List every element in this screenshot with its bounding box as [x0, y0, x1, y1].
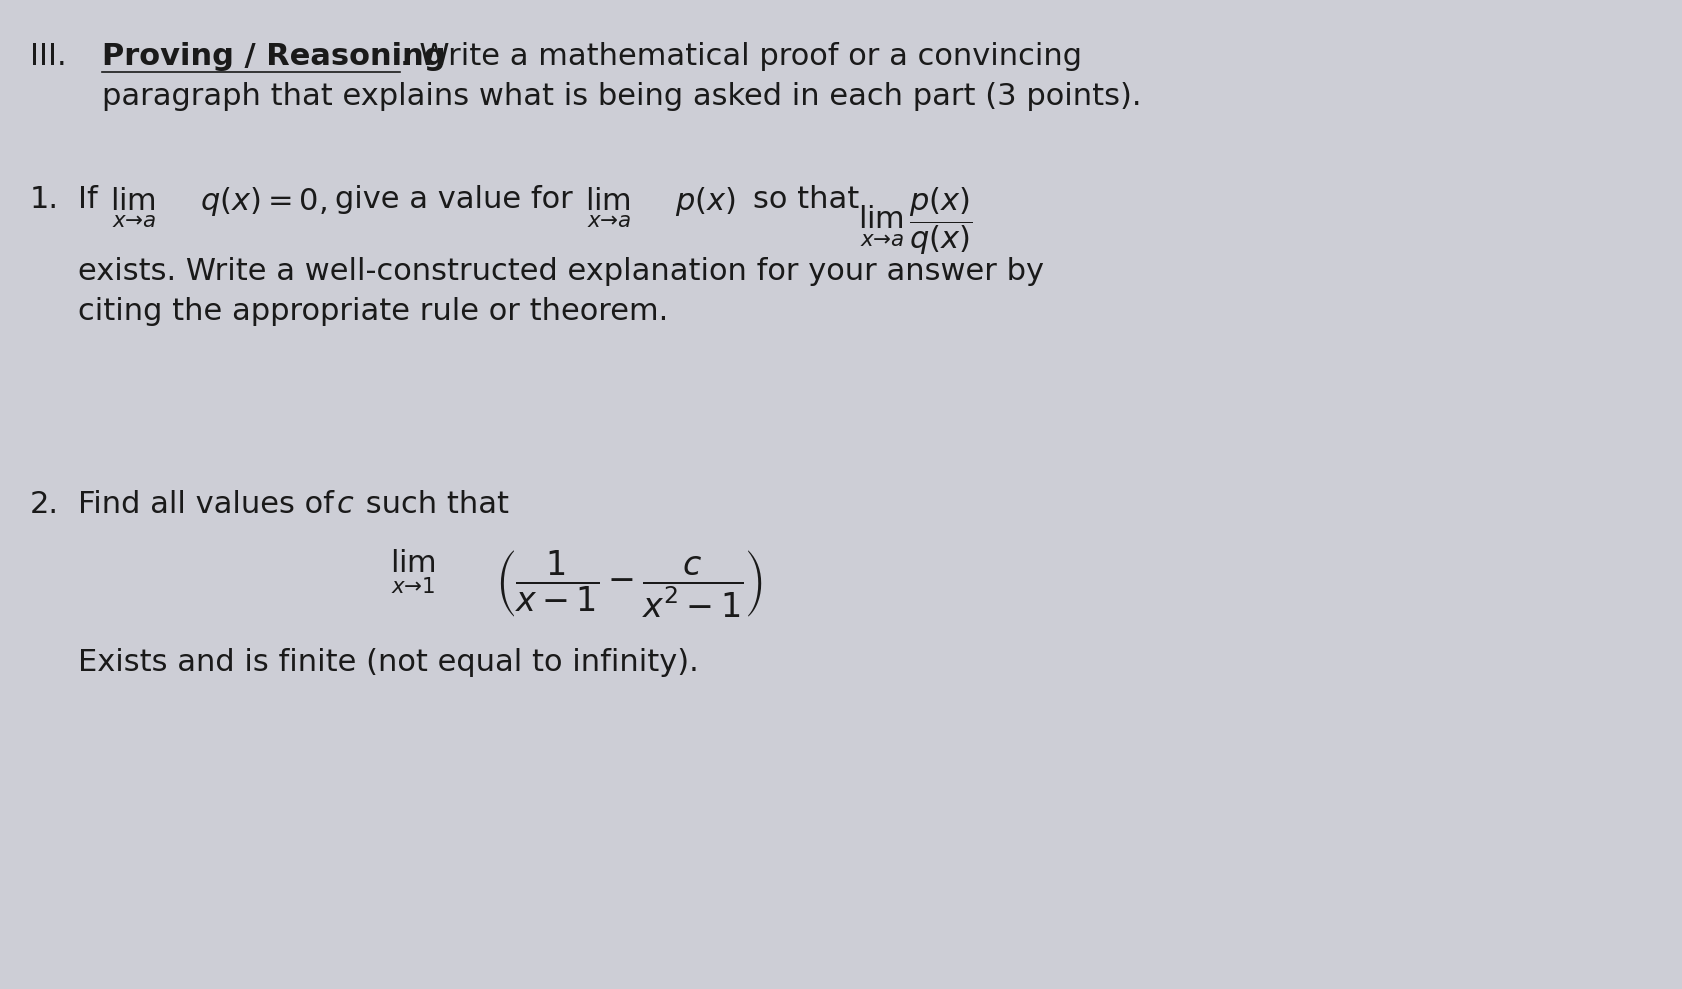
Text: so that: so that	[752, 185, 860, 214]
Text: . Write a mathematical proof or a convincing: . Write a mathematical proof or a convin…	[400, 42, 1082, 71]
Text: $\lim_{x \to a}\,\dfrac{p(x)}{q(x)}$: $\lim_{x \to a}\,\dfrac{p(x)}{q(x)}$	[858, 185, 972, 256]
Text: such that: such that	[357, 490, 508, 519]
Text: If: If	[77, 185, 108, 214]
Text: Proving / Reasoning: Proving / Reasoning	[103, 42, 446, 71]
Text: exists. Write a well-constructed explanation for your answer by: exists. Write a well-constructed explana…	[77, 257, 1043, 286]
Text: $\left(\dfrac{1}{x-1} - \dfrac{c}{x^2-1}\right)$: $\left(\dfrac{1}{x-1} - \dfrac{c}{x^2-1}…	[495, 548, 762, 619]
Text: Find all values of: Find all values of	[77, 490, 343, 519]
Text: $\lim_{x \to a}$: $\lim_{x \to a}$	[585, 185, 631, 229]
Text: $c$: $c$	[336, 490, 355, 519]
Text: 1.: 1.	[30, 185, 59, 214]
Text: paragraph that explains what is being asked in each part (3 points).: paragraph that explains what is being as…	[103, 82, 1140, 111]
Text: $q(x) = 0,$: $q(x) = 0,$	[200, 185, 326, 218]
Text: Exists and is finite (not equal to infinity).: Exists and is finite (not equal to infin…	[77, 648, 698, 677]
Text: III.: III.	[30, 42, 67, 71]
Text: citing the appropriate rule or theorem.: citing the appropriate rule or theorem.	[77, 297, 668, 326]
Text: 2.: 2.	[30, 490, 59, 519]
Text: $p(x)$: $p(x)$	[674, 185, 735, 218]
Text: $\lim_{x \to 1}$: $\lim_{x \to 1}$	[390, 548, 436, 596]
Text: $\lim_{x \to a}$: $\lim_{x \to a}$	[109, 185, 156, 229]
Text: give a value for: give a value for	[335, 185, 572, 214]
